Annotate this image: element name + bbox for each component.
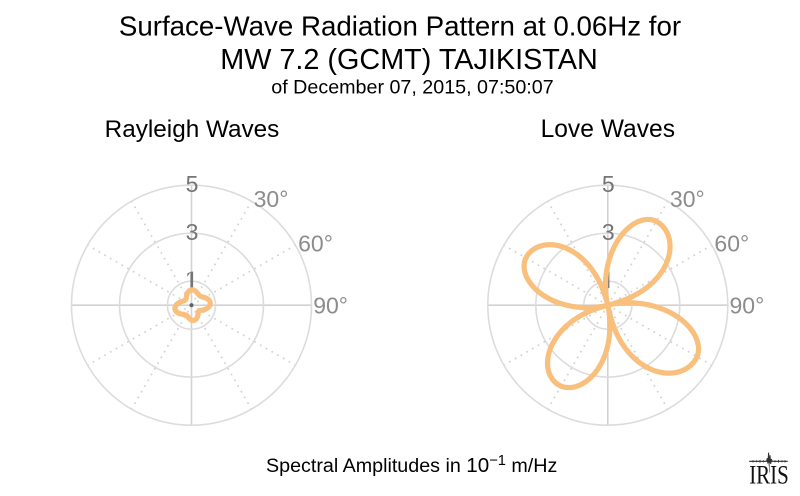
svg-text:60°: 60° [298,231,333,257]
svg-text:MW 7.2 (GCMT) TAJIKISTAN: MW 7.2 (GCMT) TAJIKISTAN [220,44,598,76]
svg-text:Rayleigh Waves: Rayleigh Waves [105,116,280,143]
svg-text:30°: 30° [254,186,289,212]
svg-text:Love Waves: Love Waves [541,116,675,143]
svg-text:30°: 30° [670,186,705,212]
svg-text:3: 3 [602,219,615,245]
svg-text:60°: 60° [714,231,749,257]
svg-text:3: 3 [186,219,199,245]
svg-text:IRIS: IRIS [749,460,789,489]
svg-text:90°: 90° [730,292,765,318]
svg-text:Spectral Amplitudes in 10−1 m/: Spectral Amplitudes in 10−1 m/Hz [266,453,557,477]
svg-text:Surface-Wave Radiation Pattern: Surface-Wave Radiation Pattern at 0.06Hz… [119,11,681,42]
svg-text:90°: 90° [313,292,348,318]
svg-text:5: 5 [602,171,615,197]
svg-text:5: 5 [186,171,199,197]
svg-text:of December 07, 2015, 07:50:07: of December 07, 2015, 07:50:07 [271,77,553,99]
